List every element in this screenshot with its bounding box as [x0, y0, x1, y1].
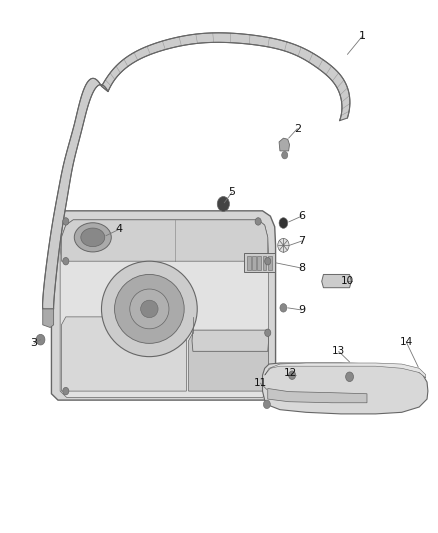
Text: 13: 13 [332, 346, 345, 357]
Polygon shape [265, 363, 426, 378]
Text: 8: 8 [298, 263, 305, 273]
Polygon shape [322, 274, 351, 288]
Text: 10: 10 [341, 276, 354, 286]
Text: 4: 4 [115, 224, 123, 235]
Polygon shape [61, 317, 186, 391]
Ellipse shape [81, 228, 105, 247]
Text: 12: 12 [284, 368, 297, 377]
Polygon shape [60, 220, 268, 398]
Circle shape [265, 329, 271, 336]
Text: 1: 1 [359, 31, 366, 41]
Text: 6: 6 [298, 211, 305, 221]
Circle shape [63, 217, 69, 225]
Polygon shape [279, 138, 290, 151]
Polygon shape [42, 78, 108, 309]
Polygon shape [262, 363, 428, 414]
Text: 9: 9 [298, 305, 305, 315]
Circle shape [346, 372, 353, 382]
Circle shape [63, 257, 69, 265]
Polygon shape [43, 309, 53, 327]
Ellipse shape [102, 261, 197, 357]
Circle shape [265, 257, 271, 265]
Text: 2: 2 [294, 124, 301, 134]
Circle shape [255, 217, 261, 225]
Circle shape [280, 304, 287, 312]
Circle shape [36, 334, 45, 345]
Circle shape [282, 151, 288, 159]
Bar [257, 256, 261, 270]
Text: 3: 3 [31, 338, 38, 349]
Circle shape [279, 217, 288, 228]
Bar [268, 256, 272, 270]
Ellipse shape [115, 274, 184, 343]
Circle shape [217, 197, 230, 212]
Ellipse shape [141, 300, 158, 318]
Text: 11: 11 [254, 378, 267, 388]
Polygon shape [102, 33, 350, 120]
Circle shape [289, 371, 296, 379]
Text: 14: 14 [399, 337, 413, 347]
Polygon shape [244, 253, 275, 272]
Ellipse shape [74, 223, 111, 252]
Polygon shape [192, 330, 268, 351]
Circle shape [63, 387, 69, 395]
Circle shape [278, 238, 289, 252]
Polygon shape [51, 211, 276, 400]
Text: 5: 5 [229, 187, 236, 197]
Bar [262, 256, 266, 270]
Polygon shape [61, 220, 268, 261]
Polygon shape [188, 333, 268, 391]
Bar [247, 256, 251, 270]
Bar [252, 256, 256, 270]
Ellipse shape [130, 289, 169, 329]
Polygon shape [268, 389, 367, 403]
Text: 7: 7 [298, 236, 305, 246]
Circle shape [263, 400, 270, 409]
